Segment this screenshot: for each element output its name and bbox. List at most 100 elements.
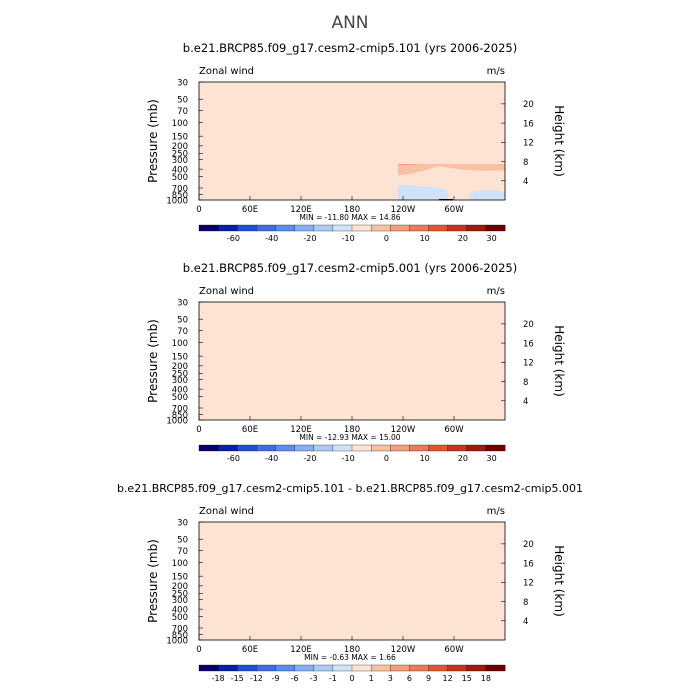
min-max-stats: MIN = -0.63 MAX = 1.66: [304, 653, 396, 662]
colorbar-label: -40: [265, 234, 278, 243]
colorbar-label: -20: [303, 234, 316, 243]
colorbar-label: 20: [458, 454, 468, 463]
colorbar-swatch: [447, 224, 468, 232]
y-right-tick-label: 12: [523, 359, 534, 369]
x-tick-label: 60W: [444, 205, 464, 215]
colorbar-swatch: [275, 224, 296, 232]
panel-title: b.e21.BRCP85.f09_g17.cesm2-cmip5.101 - b…: [117, 482, 583, 495]
colorbar-swatch: [198, 444, 219, 452]
y-right-tick-label: 16: [523, 339, 534, 349]
min-max-stats: MIN = -12.93 MAX = 15.00: [299, 433, 400, 442]
colorbar-swatch: [428, 224, 449, 232]
colorbar-swatch: [294, 224, 315, 232]
y-right-tick-label: 8: [523, 598, 528, 608]
contour-region-11: [398, 185, 449, 200]
x-tick-label: 120W: [391, 425, 416, 435]
units-label: m/s: [487, 506, 505, 517]
y-tick-label: 700: [172, 404, 188, 414]
colorbar-swatch: [198, 664, 219, 672]
colorbar-swatch: [237, 444, 257, 452]
colorbar-swatch: [351, 444, 372, 452]
y-tick-label: 250: [172, 590, 188, 600]
x-tick-label: 60E: [242, 205, 258, 215]
units-label: m/s: [487, 286, 505, 297]
y-right-tick-label: 8: [523, 378, 528, 388]
y-tick-label: 100: [172, 119, 188, 129]
colorbar-swatch: [237, 224, 257, 232]
colorbar-label: 15: [462, 674, 472, 683]
y-tick-label: 700: [172, 184, 188, 194]
page-title: ANN: [331, 13, 368, 33]
colorbar-label: -60: [227, 234, 240, 243]
colorbar-label: 0: [384, 234, 389, 243]
colorbar-label: 30: [487, 234, 497, 243]
colorbar-swatch: [485, 224, 506, 232]
plot-background: [199, 82, 505, 200]
colorbar-swatch: [332, 224, 353, 232]
x-tick-label: 0: [196, 645, 201, 655]
colorbar-label: -15: [231, 674, 244, 683]
colorbar-label: 3: [388, 674, 393, 683]
colorbar-swatch: [485, 664, 506, 672]
colorbar-swatch: [409, 444, 429, 452]
y-tick-label: 150: [172, 132, 188, 142]
colorbar-swatch: [275, 444, 296, 452]
y-right-tick-label: 4: [523, 177, 528, 187]
y-tick-label: 70: [177, 547, 188, 557]
colorbar-swatch: [256, 224, 276, 232]
colorbar-swatch: [351, 224, 372, 232]
colorbar-swatch: [275, 664, 296, 672]
y-right-axis-title: Height (km): [552, 325, 566, 396]
x-tick-label: 180: [344, 425, 360, 435]
y-right-tick-label: 16: [523, 559, 534, 569]
colorbar-swatch: [313, 664, 334, 672]
colorbar-swatch: [217, 224, 238, 232]
y-tick-label: 30: [177, 298, 188, 308]
colorbar-swatch: [409, 224, 429, 232]
colorbar-swatch: [237, 664, 257, 672]
colorbar-swatch: [428, 664, 449, 672]
y-tick-label: 200: [172, 362, 188, 372]
y-tick-label: 30: [177, 518, 188, 528]
y-tick-label: 150: [172, 352, 188, 362]
y-right-tick-label: 20: [523, 100, 534, 110]
y-right-tick-label: 8: [523, 158, 528, 168]
colorbar-label: -9: [272, 674, 280, 683]
colorbar-label: 1: [369, 674, 374, 683]
y-right-tick-label: 16: [523, 119, 534, 129]
y-tick-label: 400: [172, 165, 188, 175]
colorbar-swatch: [332, 664, 353, 672]
plot-background: [199, 302, 505, 420]
y-tick-label: 400: [172, 385, 188, 395]
y-tick-label: 1000: [166, 416, 188, 426]
y-tick-label: 500: [172, 173, 188, 183]
colorbar-swatch: [390, 224, 410, 232]
panel-title: b.e21.BRCP85.f09_g17.cesm2-cmip5.001 (yr…: [183, 261, 517, 275]
x-tick-label: 120E: [290, 425, 312, 435]
y-tick-label: 150: [172, 572, 188, 582]
contour-region-5: [398, 164, 505, 175]
x-tick-label: 0: [196, 425, 201, 435]
variable-label: Zonal wind: [199, 286, 254, 297]
y-axis-title: Pressure (mb): [146, 319, 160, 403]
colorbar-label: 10: [420, 234, 430, 243]
colorbar-swatch: [370, 224, 391, 232]
y-tick-label: 700: [172, 624, 188, 634]
colorbar-swatch: [466, 444, 487, 452]
colorbar-swatch: [256, 664, 276, 672]
colorbar-label: -40: [265, 454, 278, 463]
y-right-tick-label: 20: [523, 320, 534, 330]
x-tick-label: 0: [196, 205, 201, 215]
x-tick-label: 120E: [290, 205, 312, 215]
colorbar: -60 -40 -20 -10 0 10 20 30: [198, 444, 506, 463]
colorbar-swatch: [390, 664, 410, 672]
y-right-tick-label: 4: [523, 617, 528, 627]
min-max-stats: MIN = -11.80 MAX = 14.86: [299, 213, 400, 222]
colorbar-label: -12: [250, 674, 263, 683]
x-tick-label: 60E: [242, 425, 258, 435]
colorbar: -18 -15 -12 -9 -6 -3 -1 0 1 3 6 9 12 15 18: [198, 664, 506, 683]
colorbar-swatch: [332, 444, 353, 452]
y-tick-label: 50: [177, 315, 188, 325]
colorbar-label: -20: [303, 454, 316, 463]
y-tick-label: 850: [172, 191, 188, 201]
